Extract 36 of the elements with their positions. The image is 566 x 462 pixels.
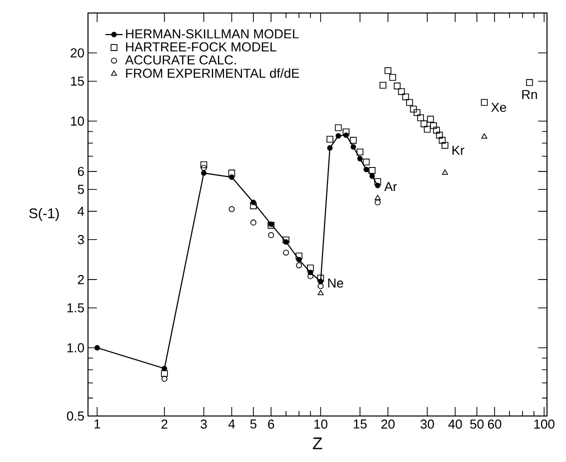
- x-tick-label: 30: [420, 420, 434, 429]
- annotation: Ar: [384, 182, 397, 192]
- y-tick-label: 2: [78, 275, 84, 284]
- x-tick-label: 3: [200, 420, 207, 429]
- x-tick-label: 50: [470, 420, 484, 429]
- y-tick-label: 4: [78, 206, 84, 216]
- legend-label: HARTREE-FOCK MODEL: [126, 42, 276, 52]
- x-tick-label: 15: [354, 420, 367, 429]
- y-tick-label: 10: [71, 116, 84, 126]
- legend-label: FROM EXPERIMENTAL df/dE: [126, 68, 300, 78]
- y-tick-label: 1.5: [67, 303, 84, 312]
- x-axis-title: Z: [312, 438, 322, 450]
- x-tick-label: 60: [488, 420, 502, 429]
- x-tick-label: 4: [228, 420, 235, 428]
- annotation: Ne: [328, 278, 344, 288]
- x-tick-label: 10: [314, 420, 328, 429]
- legend-label: HERMAN-SKILLMAN MODEL: [126, 29, 299, 38]
- legend-label: ACCURATE CALC.: [125, 55, 236, 64]
- y-tick-label: 20: [70, 48, 84, 58]
- y-tick-label: 15: [71, 76, 84, 86]
- y-tick-label: 6: [78, 166, 84, 176]
- y-tick-label: 5: [78, 184, 84, 194]
- y-axis-title: S(-1): [29, 208, 59, 221]
- annotation: Kr: [452, 146, 464, 155]
- x-tick-label: 40: [448, 420, 462, 429]
- y-tick-label: 0.5: [66, 411, 84, 421]
- x-tick-label: 2: [161, 420, 168, 429]
- x-tick-label: 100: [534, 420, 554, 429]
- x-tick-label: 5: [250, 420, 256, 429]
- y-tick-label: 1.0: [67, 343, 84, 352]
- x-tick-label: 1: [94, 420, 100, 428]
- annotation: Xe: [491, 102, 506, 112]
- x-tick-label: 6: [268, 420, 274, 429]
- annotation: Rn: [522, 90, 537, 99]
- y-tick-label: 3: [78, 235, 84, 244]
- x-tick-label: 20: [381, 420, 395, 429]
